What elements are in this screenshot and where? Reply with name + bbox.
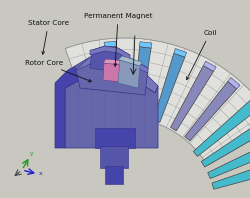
Text: Coil: Coil xyxy=(186,30,216,80)
Polygon shape xyxy=(90,46,130,60)
Polygon shape xyxy=(184,81,236,141)
Polygon shape xyxy=(94,128,134,148)
Polygon shape xyxy=(55,66,80,148)
Polygon shape xyxy=(211,157,250,189)
Polygon shape xyxy=(75,55,148,73)
Polygon shape xyxy=(100,146,128,168)
Text: x: x xyxy=(39,171,42,176)
Polygon shape xyxy=(170,66,213,131)
Polygon shape xyxy=(104,46,120,117)
Polygon shape xyxy=(139,42,151,48)
Polygon shape xyxy=(102,63,120,82)
Polygon shape xyxy=(65,65,157,93)
Polygon shape xyxy=(192,98,250,156)
Polygon shape xyxy=(75,55,148,95)
Polygon shape xyxy=(153,53,184,122)
Polygon shape xyxy=(118,56,142,66)
Polygon shape xyxy=(104,41,116,47)
Text: Permanent Magnet: Permanent Magnet xyxy=(83,13,152,66)
Polygon shape xyxy=(227,77,239,89)
Text: Stator Core: Stator Core xyxy=(28,20,69,54)
Polygon shape xyxy=(173,49,186,57)
Polygon shape xyxy=(65,38,250,166)
Text: y: y xyxy=(30,151,34,156)
Polygon shape xyxy=(102,59,122,65)
Polygon shape xyxy=(200,117,250,167)
Polygon shape xyxy=(118,60,140,88)
Polygon shape xyxy=(202,61,215,71)
Text: Rotor Core: Rotor Core xyxy=(25,60,91,82)
Polygon shape xyxy=(90,46,130,74)
Polygon shape xyxy=(207,138,250,179)
Polygon shape xyxy=(65,75,157,148)
Polygon shape xyxy=(133,47,150,117)
Polygon shape xyxy=(104,166,122,184)
